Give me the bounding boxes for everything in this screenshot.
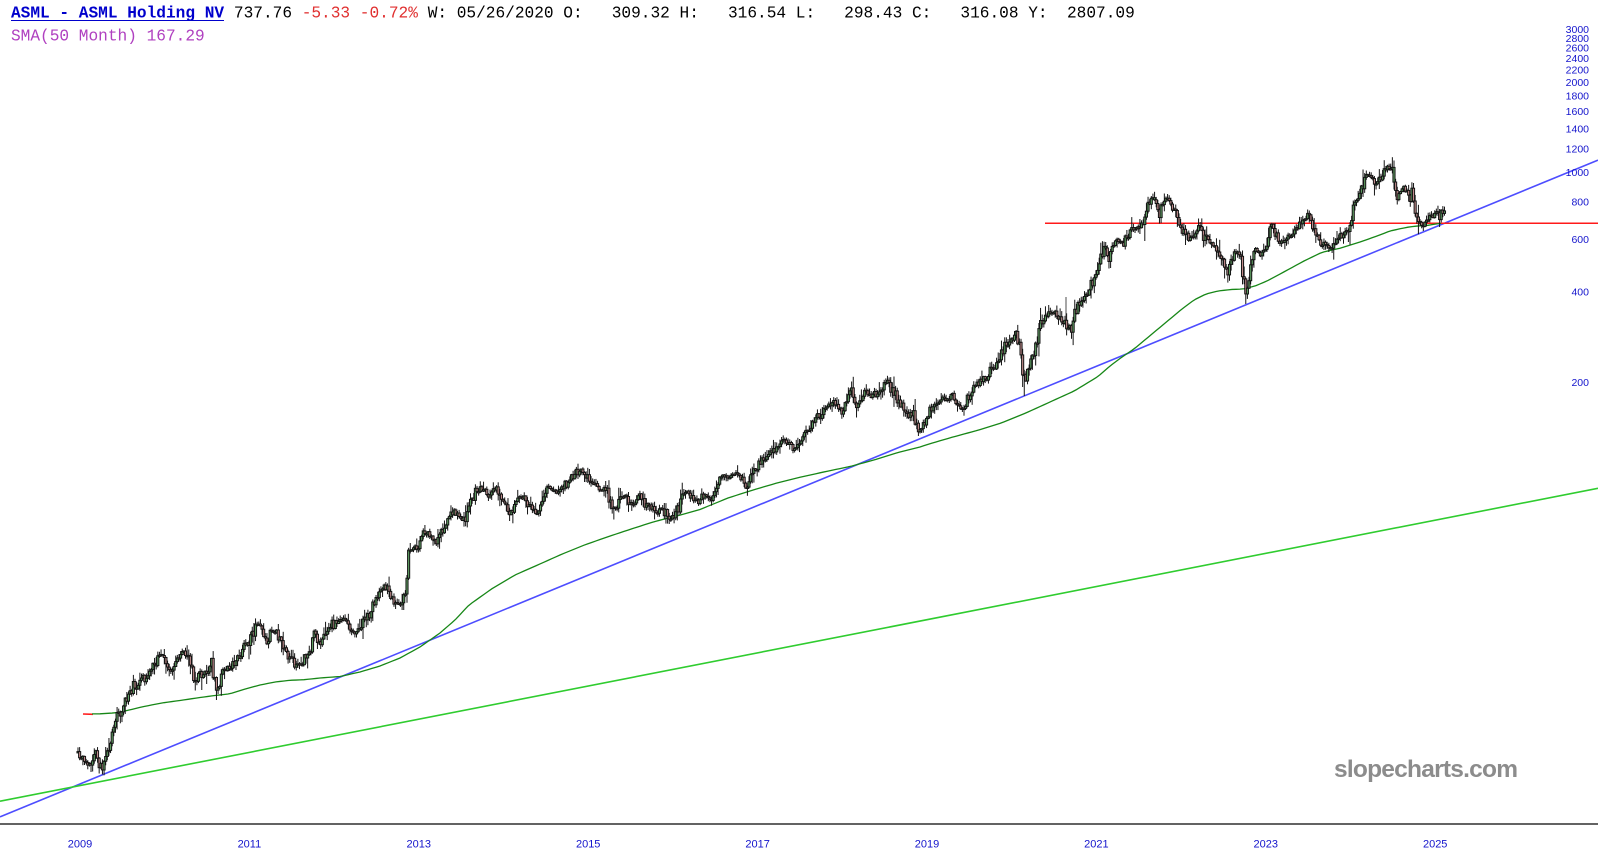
svg-text:2023: 2023	[1254, 839, 1278, 851]
svg-text:2015: 2015	[576, 839, 600, 851]
svg-text:-5.33 -0.72%: -5.33 -0.72%	[302, 4, 419, 22]
svg-text:2000: 2000	[1566, 77, 1590, 89]
svg-text:1000: 1000	[1566, 167, 1590, 179]
svg-text:2800: 2800	[1566, 33, 1590, 45]
svg-text:ASML - ASML Holding NV: ASML - ASML Holding NV	[11, 4, 224, 22]
svg-text:2009: 2009	[68, 839, 92, 851]
svg-text:1400: 1400	[1566, 123, 1590, 135]
svg-text:2600: 2600	[1566, 43, 1590, 55]
svg-text:slopecharts.com: slopecharts.com	[1334, 756, 1518, 783]
svg-text:1800: 1800	[1566, 91, 1590, 103]
svg-text:2013: 2013	[407, 839, 431, 851]
svg-text:737.76: 737.76	[234, 4, 292, 22]
svg-text:2025: 2025	[1423, 839, 1447, 851]
svg-text:2200: 2200	[1566, 64, 1590, 76]
svg-text:3000: 3000	[1566, 24, 1590, 36]
svg-text:2011: 2011	[238, 839, 262, 851]
svg-text:2400: 2400	[1566, 53, 1590, 65]
svg-text:2019: 2019	[915, 839, 939, 851]
svg-text:2017: 2017	[745, 839, 769, 851]
svg-text:200: 200	[1571, 377, 1589, 389]
svg-text:1600: 1600	[1566, 106, 1590, 118]
svg-text:2021: 2021	[1084, 839, 1108, 851]
svg-text:1200: 1200	[1566, 143, 1590, 155]
svg-text:600: 600	[1571, 234, 1589, 246]
svg-text:SMA(50 Month) 167.29: SMA(50 Month) 167.29	[11, 27, 205, 45]
svg-text:400: 400	[1571, 287, 1589, 299]
svg-text:W: 05/26/2020 O: 309.32 H:: W: 05/26/2020 O: 309.32 H: 316.54 L: 298…	[428, 4, 1135, 22]
svg-text:800: 800	[1571, 196, 1589, 208]
